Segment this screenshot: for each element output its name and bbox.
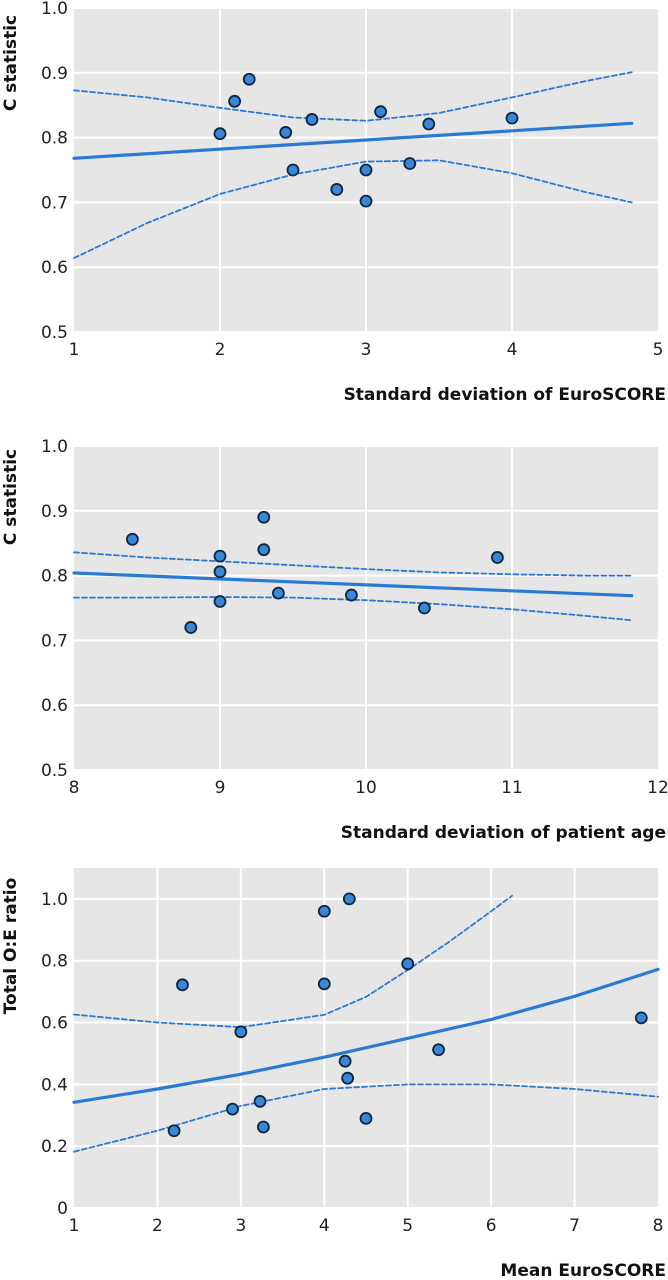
x-tick-label: 10: [355, 778, 377, 798]
x-tick-label: 6: [486, 1216, 497, 1236]
data-point: [330, 183, 344, 196]
x-tick-label: 1: [69, 1216, 80, 1236]
ci-upper-line: [73, 551, 633, 577]
data-point: [401, 957, 415, 971]
x-tick-label: 3: [361, 340, 372, 360]
y-tick-label: 0.6: [41, 258, 68, 278]
data-point: [167, 1124, 181, 1138]
x-tick-label: 5: [402, 1216, 413, 1236]
regression-line: [72, 967, 660, 1104]
data-point: [286, 163, 300, 177]
data-point: [341, 1071, 355, 1085]
x-axis-title: Standard deviation of patient age: [341, 823, 666, 843]
y-axis-title: C statistic: [1, 449, 21, 545]
plot-area: [74, 868, 658, 1208]
y-axis-title: C statistic: [1, 15, 21, 111]
data-point: [279, 126, 293, 139]
y-tick-label: 1.0: [41, 890, 68, 910]
x-tick-label: 12: [647, 778, 668, 798]
y-tick-label: 0.7: [41, 631, 68, 651]
x-tick-label: 4: [319, 1216, 330, 1236]
chart-2: 0.5 0.6 0.7 0.8 0.9 1.0 8 9 10 11 12 C statistic Sta…: [1, 437, 668, 843]
chart-3: 0 0.2 0.4 0.6 0.8 1.0 1 2 3 4 5 6 7 8 Total O:E ratio M…: [1, 868, 666, 1280]
x-tick-label: 2: [152, 1216, 163, 1236]
y-tick-label: 0.2: [41, 1137, 68, 1157]
data-point: [271, 586, 285, 600]
y-tick-label: 0.9: [41, 502, 68, 522]
data-point: [213, 549, 227, 563]
data-point: [228, 94, 242, 108]
data-point: [432, 1043, 445, 1057]
data-point: [422, 117, 436, 131]
x-axis-title: Standard deviation of EuroSCORE: [344, 385, 666, 405]
y-tick-label: 0: [57, 1199, 68, 1219]
data-point: [305, 113, 319, 126]
data-point: [403, 157, 417, 170]
data-point: [257, 543, 271, 557]
data-point: [213, 127, 227, 141]
x-tick-label: 3: [235, 1216, 246, 1236]
x-tick-label: 4: [507, 340, 518, 360]
data-point: [505, 111, 519, 125]
ci-lower-line: [73, 596, 633, 622]
data-point: [359, 1111, 373, 1125]
y-tick-label: 0.8: [41, 952, 68, 972]
x-tick-label: 11: [501, 778, 523, 798]
x-axis-title: Mean EuroSCORE: [500, 1261, 666, 1280]
data-point: [213, 595, 227, 608]
x-tick-label: 7: [569, 1216, 580, 1236]
data-point: [317, 904, 331, 918]
x-tick-label: 8: [653, 1216, 664, 1236]
y-tick-label: 1.0: [41, 437, 68, 457]
data-point: [634, 1011, 648, 1025]
ci-lower-line: [73, 159, 633, 260]
data-point: [234, 1025, 248, 1039]
ci-upper-line: [73, 894, 513, 1029]
data-point: [342, 892, 356, 906]
regression-line: [72, 121, 634, 160]
data-point: [317, 977, 331, 991]
data-point: [226, 1102, 239, 1116]
x-tick-label: 5: [653, 340, 664, 360]
ci-upper-line: [73, 71, 633, 122]
y-tick-label: 0.7: [41, 193, 68, 213]
x-tick-label: 1: [69, 340, 80, 360]
data-point: [256, 1120, 270, 1134]
y-tick-label: 0.6: [41, 1014, 68, 1034]
y-tick-label: 0.6: [41, 696, 68, 716]
data-point: [490, 551, 504, 564]
data-point: [359, 194, 373, 208]
data-point: [344, 588, 358, 602]
data-point: [257, 510, 271, 524]
y-tick-label: 0.5: [41, 323, 68, 343]
x-tick-label: 8: [69, 778, 80, 798]
y-tick-label: 1.0: [41, 0, 68, 19]
data-point: [359, 163, 373, 177]
data-point: [213, 565, 227, 579]
regression-line: [72, 571, 634, 598]
data-point: [374, 105, 388, 119]
y-tick-label: 0.8: [41, 129, 68, 149]
x-tick-label: 9: [215, 778, 226, 798]
data-point: [184, 621, 198, 634]
x-tick-label: 2: [215, 340, 226, 360]
y-tick-label: 0.9: [41, 64, 68, 84]
data-point: [242, 72, 256, 86]
chart-1: 0.5 0.6 0.7 0.8 0.9 1.0 1 2 3 4 5 C statistic Standa…: [1, 0, 666, 405]
data-point: [417, 601, 431, 615]
data-point: [338, 1054, 352, 1068]
data-point: [176, 978, 189, 992]
data-point: [125, 532, 139, 546]
y-tick-label: 0.8: [41, 567, 68, 587]
y-tick-label: 0.5: [41, 761, 68, 781]
y-tick-label: 0.4: [41, 1075, 68, 1095]
y-axis-title: Total O:E ratio: [1, 878, 21, 1015]
data-point: [253, 1094, 267, 1108]
